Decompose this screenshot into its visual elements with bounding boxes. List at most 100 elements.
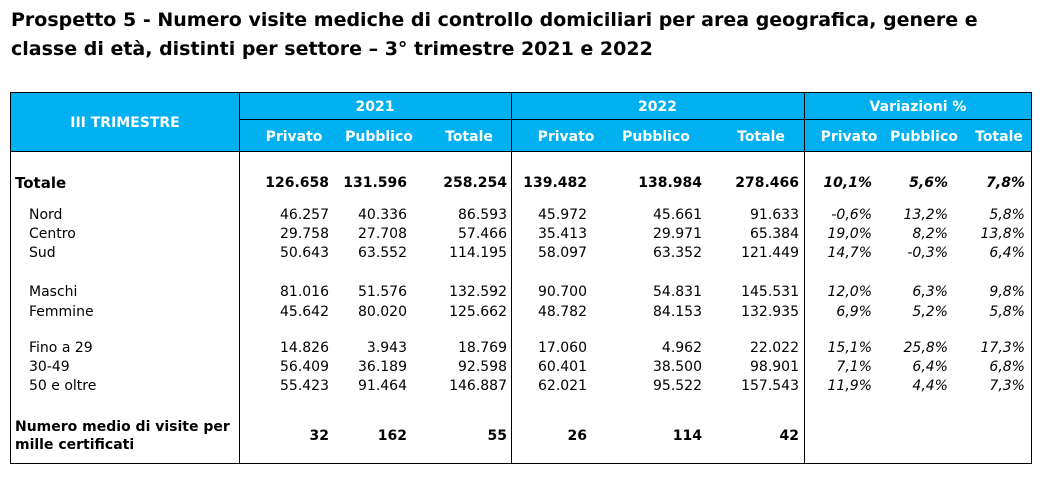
table-cell: 6,8% [989,359,1025,375]
table-cell: 5,8% [989,304,1025,320]
table-cell: 45.642 [280,304,329,320]
table-cell: 91.464 [358,378,407,394]
table-cell: 125.662 [449,304,507,320]
table-cell: 8,2% [912,226,948,242]
table-cell: 36.189 [358,359,407,375]
row-label-header: III TRIMESTRE [70,115,180,131]
table-cell: 55 [487,428,507,444]
row-label: 50 e oltre [29,378,97,394]
table-cell: 162 [377,428,407,444]
row-label: Fino a 29 [29,340,93,356]
table-cell: 90.700 [538,284,587,300]
table-cell: 145.531 [741,284,799,300]
table-cell: 13,8% [980,226,1025,242]
table-cell: 92.598 [458,359,507,375]
group-header-2022: 2022 [638,99,677,115]
subcolumn-header: Totale [737,129,785,145]
table-cell: 14,7% [827,245,872,261]
table-cell: 22.022 [750,340,799,356]
divider [804,93,805,463]
table-cell: 19,0% [827,226,872,242]
table-cell: 60.401 [538,359,587,375]
table-cell: 15,1% [827,340,872,356]
table-cell: 91.633 [750,207,799,223]
table-cell: 121.449 [741,245,799,261]
table-cell: 86.593 [458,207,507,223]
group-header-2021: 2021 [355,99,395,115]
table-cell: 56.409 [280,359,329,375]
data-table: III TRIMESTRE 2021 2022 Variazioni % Pri… [10,92,1032,464]
table-header [11,93,1031,152]
table-cell: 114.195 [449,245,507,261]
table-cell: 6,3% [912,284,948,300]
table-cell: 132.935 [741,304,799,320]
subcolumn-header: Privato [265,129,323,145]
table-cell: 84.153 [653,304,702,320]
table-cell: 58.097 [538,245,587,261]
table-cell: 80.020 [358,304,407,320]
table-cell: 62.021 [538,378,587,394]
table-cell: 4.962 [661,340,702,356]
table-cell: 32 [309,428,329,444]
table-cell: 6,4% [989,245,1025,261]
row-label: Centro [29,226,76,242]
average-label: Numero medio di visite per [15,419,230,435]
table-cell: 10,1% [823,175,872,191]
table-cell: 6,4% [912,359,948,375]
table-cell: 14.826 [280,340,329,356]
row-label: Nord [29,207,63,223]
table-cell: 5,8% [989,207,1025,223]
table-cell: 146.887 [449,378,507,394]
table-cell: 25,8% [903,340,948,356]
table-cell: 11,9% [827,378,872,394]
table-cell: 13,2% [903,207,948,223]
subcolumn-header: Pubblico [890,129,958,145]
row-label: Sud [29,245,56,261]
table-cell: 29.971 [653,226,702,242]
table-cell: 40.336 [358,207,407,223]
table-cell: 17,3% [980,340,1025,356]
table-cell: 18.769 [458,340,507,356]
table-cell: 17.060 [538,340,587,356]
subcolumn-header: Totale [445,129,493,145]
table-cell: 139.482 [523,175,587,191]
table-cell: 12,0% [827,284,872,300]
table-cell: 4,4% [912,378,948,394]
average-label: mille certificati [15,437,135,453]
group-header-variazioni: Variazioni % [869,99,967,115]
table-cell: -0,6% [831,207,872,223]
table-cell: 7,1% [836,359,872,375]
table-cell: 98.901 [750,359,799,375]
subcolumn-header: Totale [975,129,1023,145]
table-cell: 157.543 [741,378,799,394]
table-cell: 27.708 [358,226,407,242]
table-cell: 45.972 [538,207,587,223]
table-cell: 35.413 [538,226,587,242]
row-label: Totale [15,174,67,192]
divider [239,93,240,463]
table-cell: 7,8% [986,175,1025,191]
table-cell: 126.658 [265,175,329,191]
table-cell: 138.984 [638,175,702,191]
table-cell: 29.758 [280,226,329,242]
table-cell: 9,8% [989,284,1025,300]
table-cell: 63.552 [358,245,407,261]
table-cell: 114 [672,428,702,444]
table-cell: 46.257 [280,207,329,223]
table-cell: 48.782 [538,304,587,320]
table-cell: 54.831 [653,284,702,300]
subcolumn-header: Pubblico [345,129,413,145]
subcolumn-header: Pubblico [622,129,690,145]
table-cell: 5,2% [912,304,948,320]
table-cell: 57.466 [458,226,507,242]
row-label: Femmine [29,304,94,320]
table-cell: 26 [567,428,587,444]
divider [511,93,512,463]
table-cell: 51.576 [358,284,407,300]
table-cell: 131.596 [343,175,407,191]
table-cell: 81.016 [280,284,329,300]
table-cell: 132.592 [449,284,507,300]
table-cell: 278.466 [735,175,799,191]
table-cell: 6,9% [836,304,872,320]
subcolumn-header: Privato [537,129,595,145]
